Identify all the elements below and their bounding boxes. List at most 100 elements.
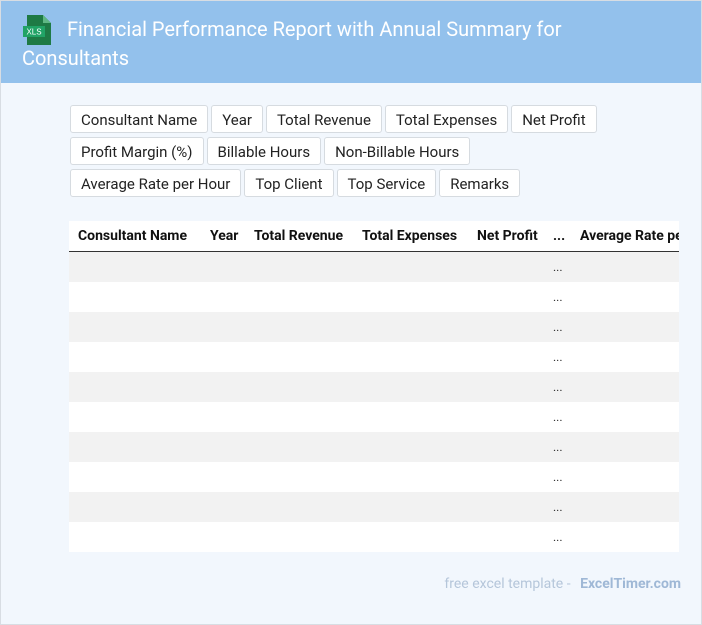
column-header: Total Expenses [353, 221, 468, 252]
table-row: ... [69, 492, 679, 522]
table-cell: ... [544, 432, 571, 462]
column-header: Net Profit [468, 221, 544, 252]
field-chip[interactable]: Year [211, 105, 263, 133]
table-cell [69, 251, 201, 282]
table-cell: ... [544, 312, 571, 342]
xls-icon: XLS [23, 15, 51, 45]
field-list: Consultant Name Year Total Revenue Total Ex… [70, 105, 630, 197]
field-chip[interactable]: Total Revenue [265, 105, 382, 133]
table-cell [353, 432, 468, 462]
table-cell [201, 432, 245, 462]
table-cell [468, 312, 544, 342]
table-cell [69, 312, 201, 342]
table-container: Consultant Name Year Total Revenue Total Ex… [69, 221, 679, 552]
column-header: Average Rate per Hour [571, 221, 679, 252]
table-cell: ... [553, 470, 563, 484]
footer-brand: ExcelTimer.com [580, 576, 681, 592]
table-cell [201, 522, 245, 552]
table-cell [69, 432, 201, 462]
table-cell [468, 522, 544, 552]
table-cell [571, 282, 679, 312]
table-cell [353, 282, 468, 312]
table-row: ... [69, 372, 679, 402]
table-row: ... [69, 432, 679, 462]
table-cell [201, 492, 245, 522]
field-chip[interactable]: Top Service [336, 169, 437, 197]
table-cell [571, 251, 679, 282]
table-row: ... [69, 251, 679, 282]
table-cell [245, 282, 353, 312]
table-cell [468, 492, 544, 522]
field-chip[interactable]: Total Expenses [384, 105, 509, 133]
table-row: ... [69, 522, 679, 552]
field-chip[interactable]: Billable Hours [206, 137, 322, 165]
table-cell [69, 282, 201, 312]
footer: free excel template - ExcelTimer.com [444, 576, 681, 592]
table-cell [353, 312, 468, 342]
table-cell [201, 372, 245, 402]
field-chip[interactable]: Profit Margin (%) [70, 137, 204, 165]
table-cell: ... [553, 350, 563, 364]
field-chip[interactable]: Net Profit [511, 105, 597, 133]
table-cell [245, 432, 353, 462]
table-cell [468, 402, 544, 432]
field-chip[interactable]: Consultant Name [70, 105, 209, 133]
table-cell [468, 342, 544, 372]
table-cell [245, 522, 353, 552]
table-cell: ... [544, 251, 571, 282]
table-cell [468, 432, 544, 462]
table-cell [201, 282, 245, 312]
table-cell [468, 282, 544, 312]
field-chip[interactable]: Non-Billable Hours [324, 137, 471, 165]
table-cell: ... [544, 492, 571, 522]
table-cell [353, 492, 468, 522]
table-cell [353, 372, 468, 402]
field-chip[interactable]: Top Client [244, 169, 334, 197]
table-cell [245, 372, 353, 402]
table-cell [69, 492, 201, 522]
table-cell [571, 402, 679, 432]
table-cell [201, 462, 245, 492]
table-cell [201, 402, 245, 432]
table-row: ... [69, 402, 679, 432]
table-cell [69, 402, 201, 432]
table-cell [571, 522, 679, 552]
table-cell [571, 312, 679, 342]
table-cell [571, 432, 679, 462]
column-header: Consultant Name [69, 221, 201, 252]
table-cell [69, 372, 201, 402]
table-row: ... [69, 342, 679, 372]
table-row: ... [69, 462, 679, 492]
table-cell [69, 462, 201, 492]
field-chip[interactable]: Average Rate per Hour [70, 169, 242, 197]
title: Financial Performance Report with Annual… [22, 17, 562, 70]
header: XLS Financial Performance Report with An… [1, 1, 701, 83]
table-row: ... [69, 312, 679, 342]
data-table: Consultant Name Year Total Revenue Total Ex… [69, 221, 679, 552]
field-chip[interactable]: Remarks [439, 169, 521, 197]
table-cell [353, 342, 468, 372]
table-cell [353, 251, 468, 282]
column-header: Total Revenue [245, 221, 353, 252]
table-cell: ... [553, 410, 563, 424]
table-cell [201, 342, 245, 372]
icon-label: XLS [26, 28, 41, 37]
table-cell: ... [553, 290, 563, 304]
table-cell [571, 372, 679, 402]
table-cell [245, 462, 353, 492]
table-cell [571, 462, 679, 492]
table-cell [353, 522, 468, 552]
table-cell [571, 492, 679, 522]
table-cell [571, 342, 679, 372]
table-cell [69, 342, 201, 372]
column-header: Year [201, 221, 245, 252]
table-cell [245, 492, 353, 522]
header-row: Consultant Name Year Total Revenue Total Ex… [69, 221, 679, 252]
table-cell [468, 251, 544, 282]
table-body: .............................. [69, 251, 679, 553]
table-cell [201, 251, 245, 282]
footer-text: free excel template - [444, 576, 575, 592]
table-cell: ... [544, 372, 571, 402]
table-cell [201, 312, 245, 342]
